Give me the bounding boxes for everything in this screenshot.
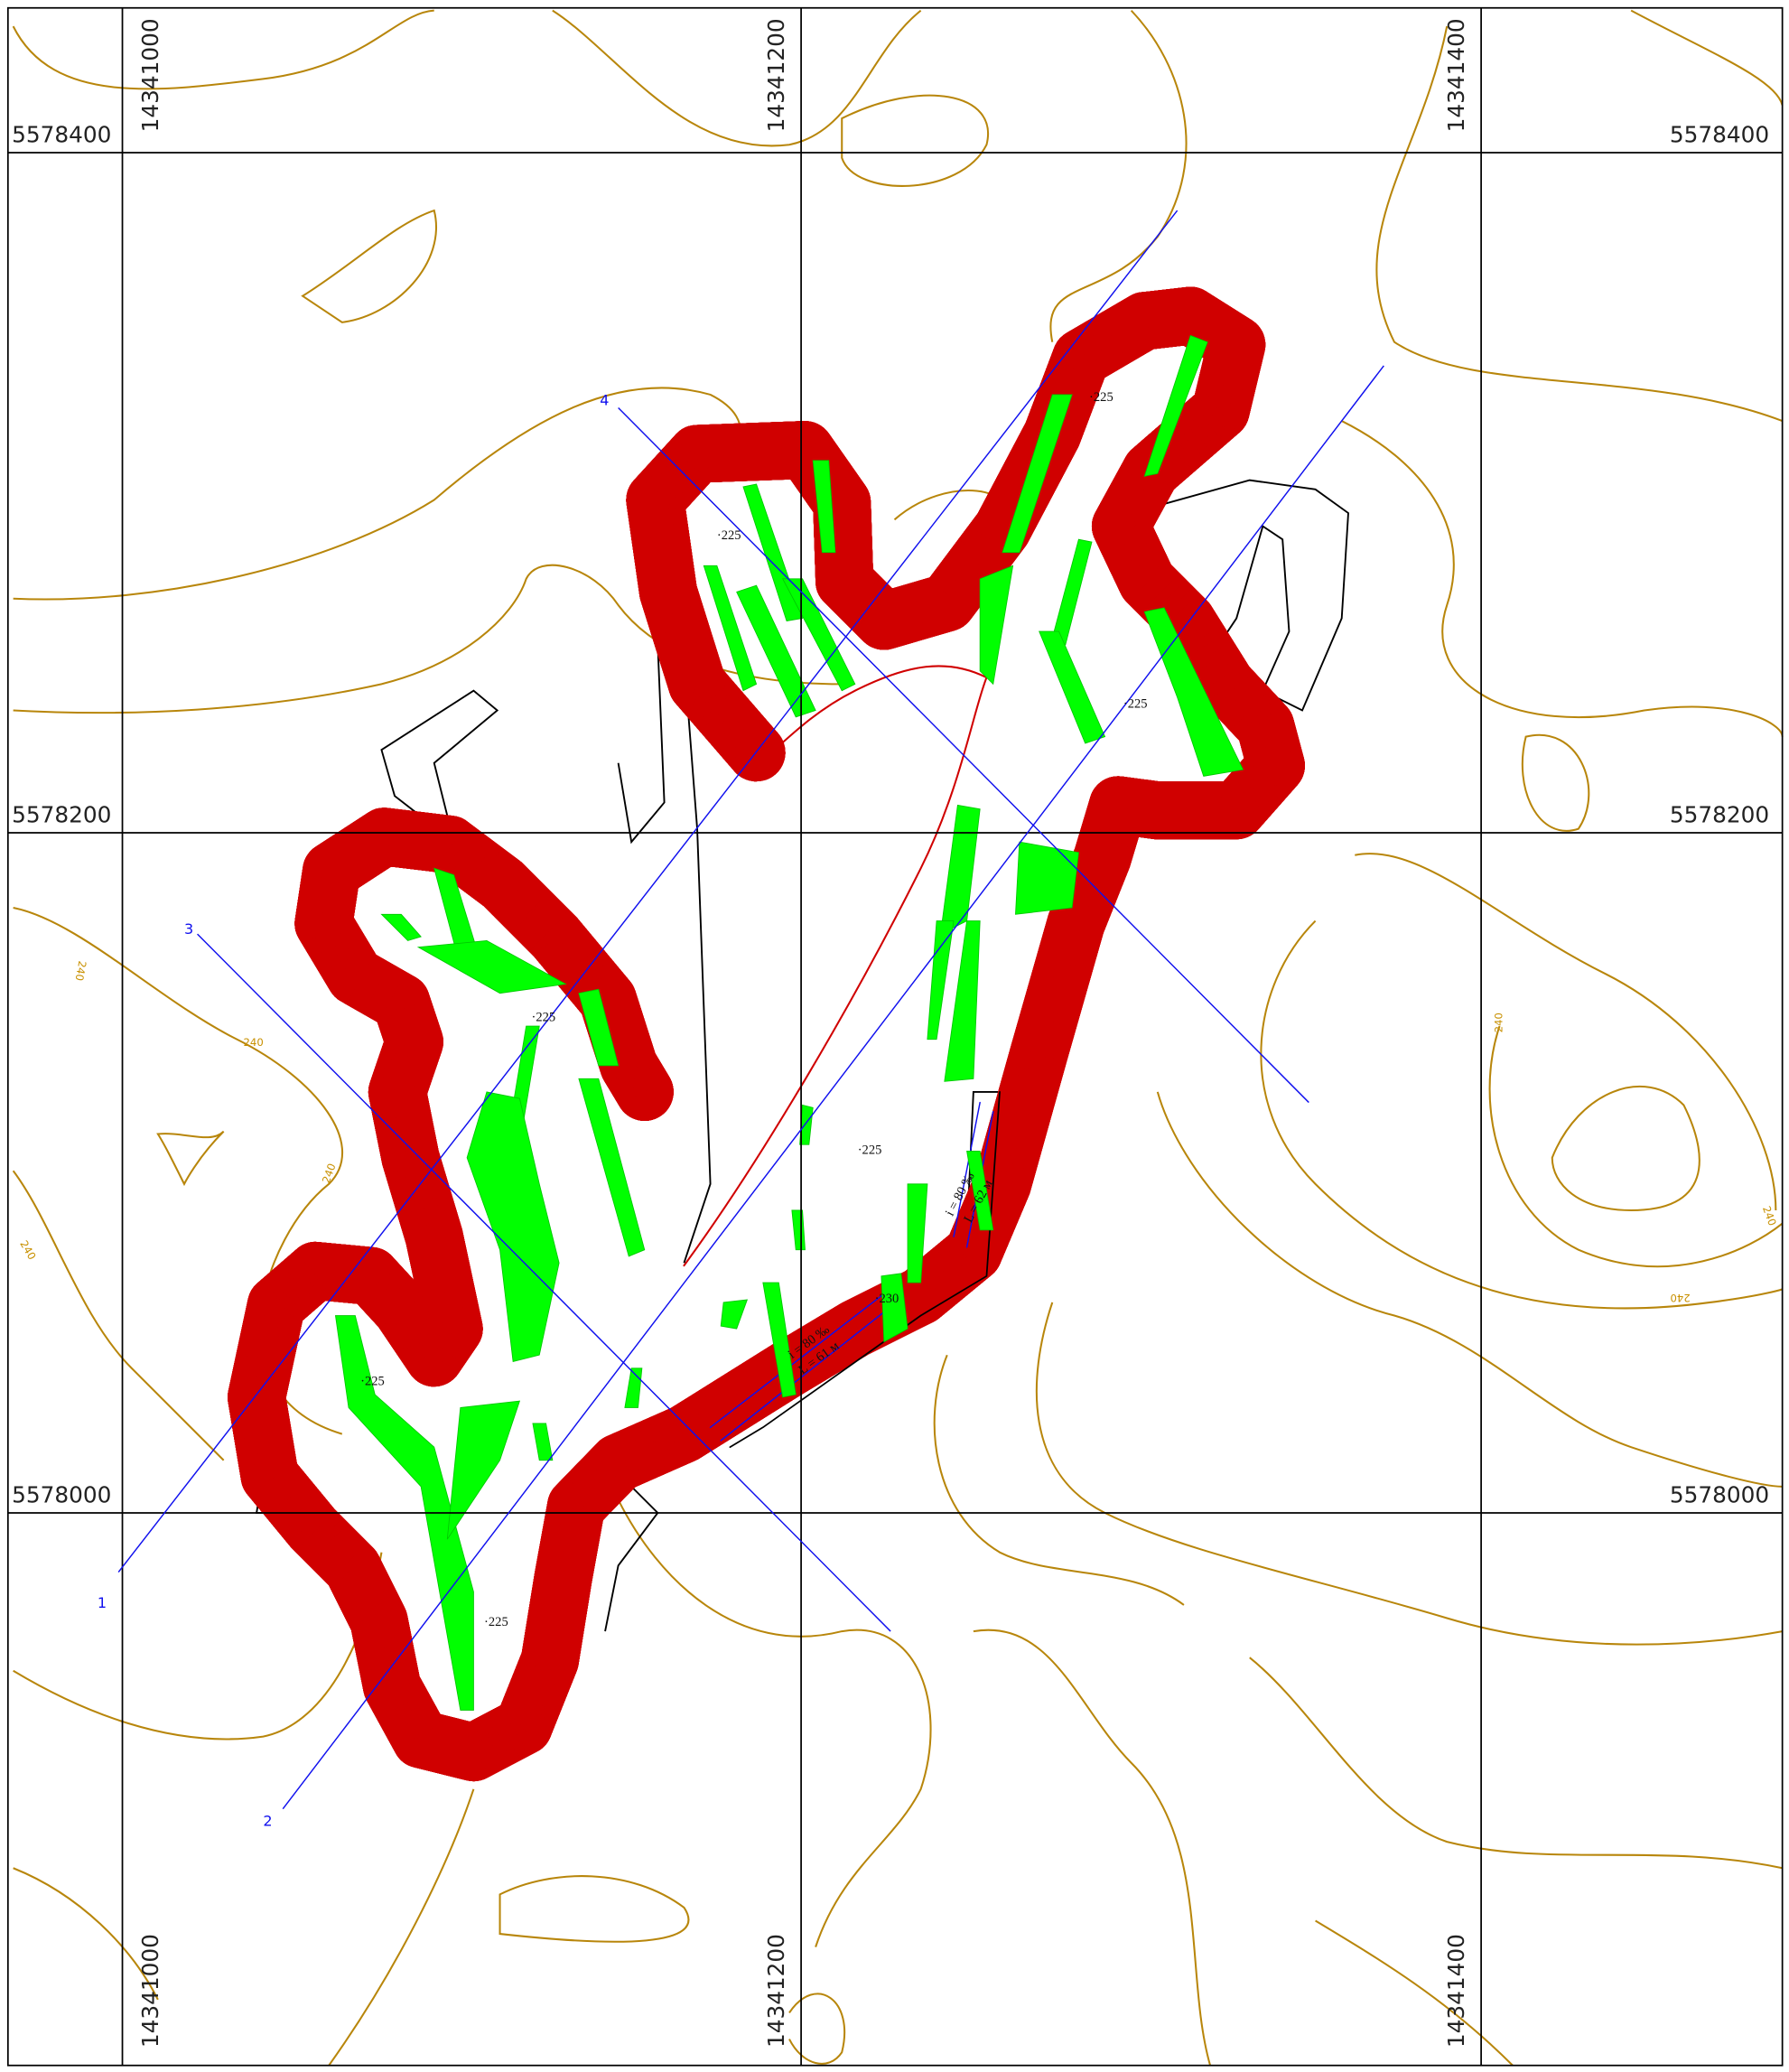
northing-label: 5578400: [1670, 121, 1769, 147]
easting-label: 14341400: [1443, 18, 1469, 132]
easting-label: 14341000: [137, 1934, 163, 2048]
contour-label: 240: [1760, 1204, 1779, 1227]
profile-lines: [117, 210, 1384, 1810]
elevation-label: ·225: [1123, 697, 1148, 712]
contour-label: 240: [73, 960, 89, 982]
frame: [6, 6, 1784, 2067]
contour-label: 240: [1670, 1292, 1690, 1304]
elevation-label: ·225: [1089, 390, 1113, 405]
easting-label: 14341200: [763, 1934, 789, 2048]
northing-label: 5578000: [1670, 1481, 1769, 1507]
elevation-label: ·225: [717, 528, 741, 543]
northing-label: 5578400: [12, 121, 111, 147]
elevation-label: ·225: [532, 1010, 556, 1024]
easting-label: 14341000: [137, 18, 163, 132]
easting-label: 14341400: [1443, 1934, 1469, 2048]
profile-label: 2: [263, 1813, 272, 1830]
profile-label: 3: [184, 920, 193, 938]
northing-label: 5578200: [1670, 801, 1769, 827]
elevation-label: ·225: [858, 1143, 882, 1157]
easting-label: 14341200: [763, 18, 789, 132]
elevation-label: ·225: [360, 1375, 385, 1389]
elevation-label: ·225: [484, 1615, 508, 1629]
contour-label: 240: [244, 1036, 264, 1049]
profile-label: 4: [600, 392, 609, 409]
contour-label: 240: [1492, 1013, 1505, 1032]
northing-label: 5578000: [12, 1481, 111, 1507]
elevation-label: ·230: [875, 1292, 899, 1306]
profile-label: 1: [98, 1594, 107, 1611]
grid: [6, 6, 1784, 2067]
northing-label: 5578200: [12, 801, 111, 827]
